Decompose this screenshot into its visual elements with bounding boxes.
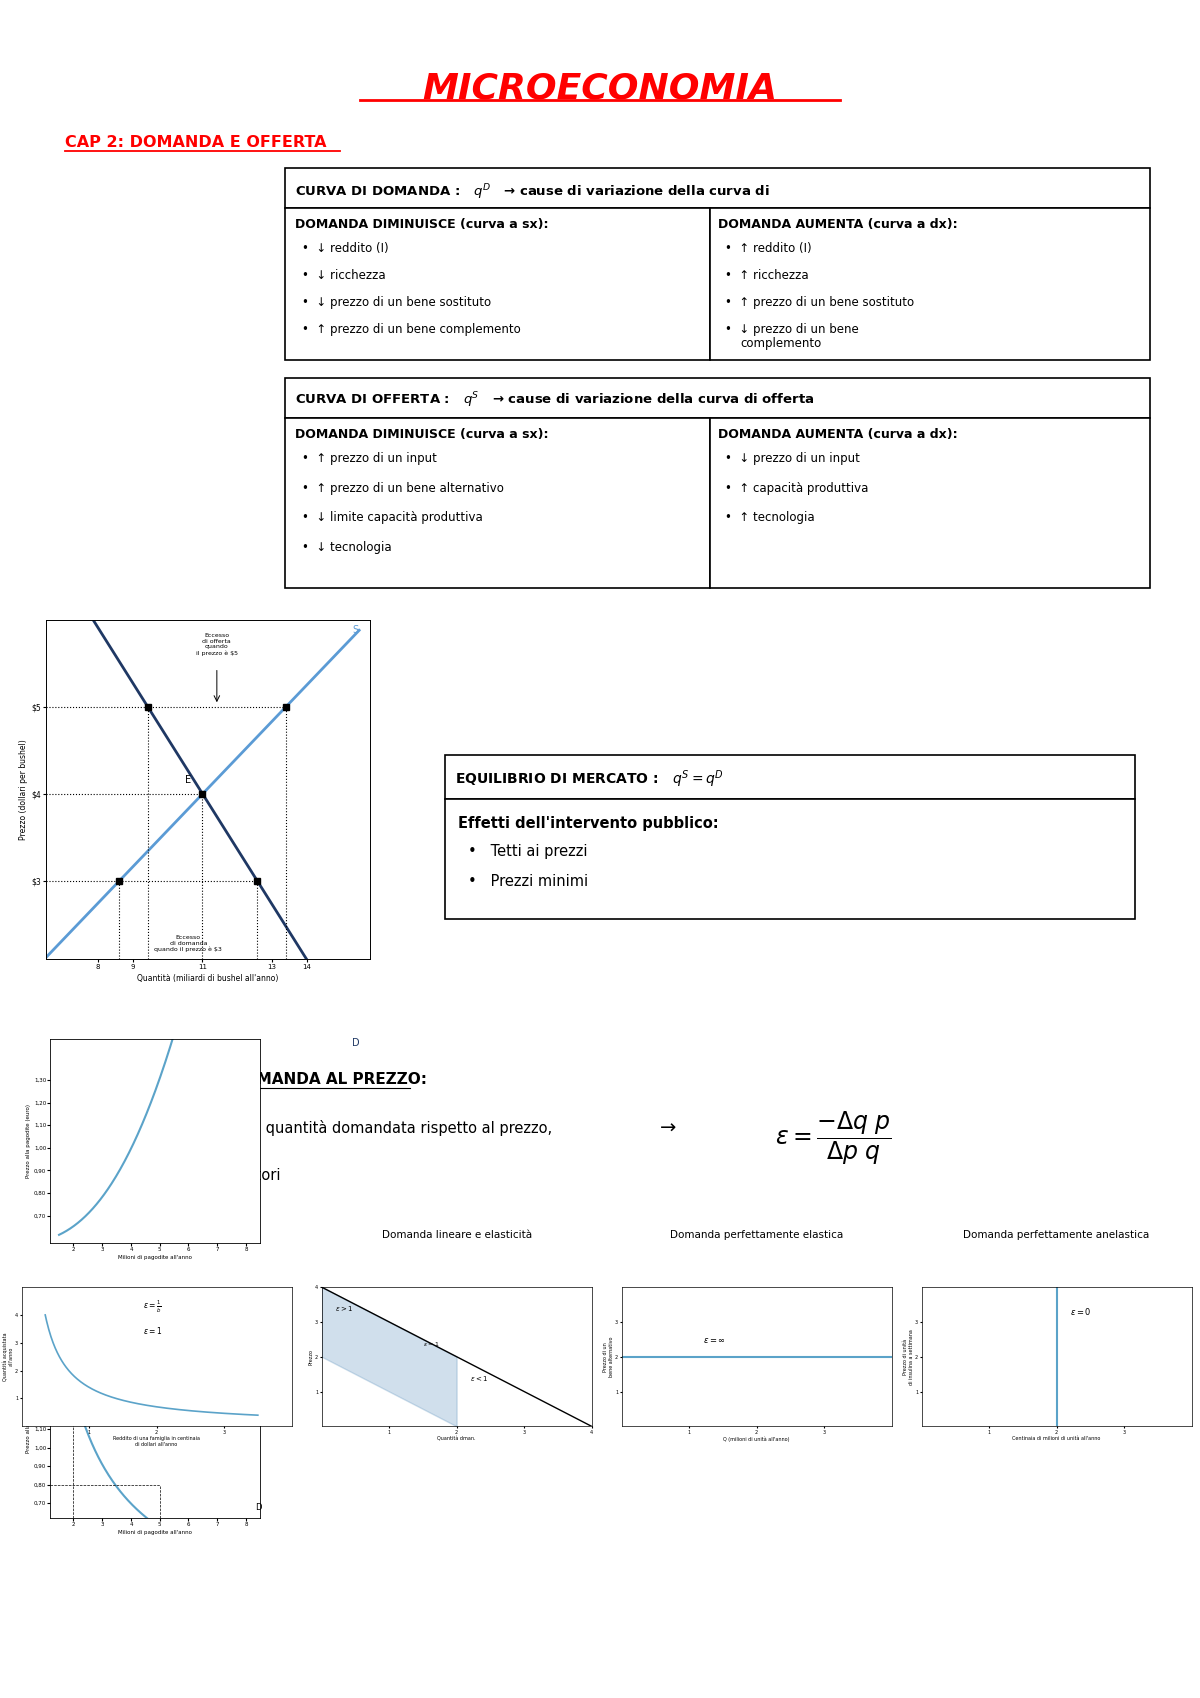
- Text: •   Tetti ai prezzi: • Tetti ai prezzi: [468, 844, 588, 859]
- Text: •  ↓ prezzo di un bene sostituto: • ↓ prezzo di un bene sostituto: [302, 295, 491, 309]
- Text: MICROECONOMIA: MICROECONOMIA: [422, 71, 778, 105]
- Text: Domanda lineare e elasticità: Domanda lineare e elasticità: [382, 1229, 532, 1240]
- Bar: [286, 379, 1150, 418]
- Text: ELASTICITA' DELLA DOMANDA AL PREZZO:: ELASTICITA' DELLA DOMANDA AL PREZZO:: [65, 1073, 427, 1087]
- Text: Eccesso
di offerta
quando
il prezzo è $5: Eccesso di offerta quando il prezzo è $5: [196, 633, 238, 655]
- Text: D: D: [254, 1503, 262, 1513]
- Y-axis label: Prezzo alla pagodite (euro): Prezzo alla pagodite (euro): [26, 1379, 31, 1453]
- Bar: [286, 418, 710, 588]
- Text: •  ↑ prezzo di un bene complemento: • ↑ prezzo di un bene complemento: [302, 323, 521, 336]
- Y-axis label: Prezzo (dollari per bushel): Prezzo (dollari per bushel): [18, 739, 28, 841]
- Text: $\varepsilon = 1$: $\varepsilon = 1$: [422, 1340, 439, 1348]
- Text: •  ↓ ricchezza: • ↓ ricchezza: [302, 268, 385, 282]
- Text: CAP 2: DOMANDA E OFFERTA: CAP 2: DOMANDA E OFFERTA: [65, 134, 326, 149]
- Text: Domanda perfettamente elastica: Domanda perfettamente elastica: [670, 1229, 844, 1240]
- Text: •  ↑ ricchezza: • ↑ ricchezza: [725, 268, 809, 282]
- Y-axis label: Prezzo alla pagodite (euro): Prezzo alla pagodite (euro): [26, 1104, 31, 1178]
- Text: DOMANDA DIMINUISCE (curva a sx):: DOMANDA DIMINUISCE (curva a sx):: [295, 428, 548, 440]
- X-axis label: Centinaia di milioni di unità all'anno: Centinaia di milioni di unità all'anno: [1013, 1437, 1100, 1442]
- Text: •  ↑ tecnologia: • ↑ tecnologia: [725, 511, 815, 525]
- Text: •  ↑ prezzo di un bene alternativo: • ↑ prezzo di un bene alternativo: [302, 482, 504, 494]
- Text: $\varepsilon = 1$: $\varepsilon = 1$: [143, 1326, 163, 1336]
- X-axis label: Quantità (miliardi di bushel all'anno): Quantità (miliardi di bushel all'anno): [137, 973, 278, 983]
- Text: →: →: [660, 1119, 677, 1138]
- Text: CURVA DI OFFERTA :   $q^S$   → cause di variazione della curva di offerta: CURVA DI OFFERTA : $q^S$ → cause di vari…: [295, 391, 815, 409]
- Text: S: S: [248, 703, 254, 713]
- X-axis label: Milioni di pagodite all'anno: Milioni di pagodite all'anno: [119, 1530, 192, 1535]
- Bar: [710, 418, 1150, 588]
- Text: •  ↑ reddito (I): • ↑ reddito (I): [725, 241, 811, 255]
- Text: •  ↓ tecnologia: • ↓ tecnologia: [302, 542, 391, 555]
- Bar: [286, 168, 1150, 207]
- Text: Eccesso
di domanda
quando il prezzo è $3: Eccesso di domanda quando il prezzo è $3: [155, 936, 222, 953]
- Text: Domanda perfettamente anelastica: Domanda perfettamente anelastica: [964, 1229, 1150, 1240]
- Y-axis label: Quantità acquistata
all'anno: Quantità acquistata all'anno: [2, 1333, 13, 1380]
- Text: $\varepsilon = \frac{1}{b}$: $\varepsilon = \frac{1}{b}$: [143, 1299, 162, 1316]
- X-axis label: Reddito di una famiglia in centinaia
di dollari all'anno: Reddito di una famiglia in centinaia di …: [113, 1437, 200, 1447]
- Bar: [445, 800, 1135, 919]
- Text: •  ↑ prezzo di un input: • ↑ prezzo di un input: [302, 452, 437, 465]
- Text: Domanda iso-elastica: Domanda iso-elastica: [100, 1229, 214, 1240]
- X-axis label: Q (milioni di unità all'anno): Q (milioni di unità all'anno): [724, 1437, 790, 1442]
- Text: Effetti dell'intervento pubblico:: Effetti dell'intervento pubblico:: [458, 815, 719, 830]
- Text: DOMANDA DIMINUISCE (curva a sx):: DOMANDA DIMINUISCE (curva a sx):: [295, 217, 548, 231]
- X-axis label: Quantità dman.: Quantità dman.: [437, 1437, 476, 1442]
- Text: •  ↑ capacità produttiva: • ↑ capacità produttiva: [725, 482, 869, 494]
- Text: •  ↓ prezzo di un bene: • ↓ prezzo di un bene: [725, 323, 859, 336]
- Text: complemento: complemento: [740, 336, 821, 350]
- Text: •  ↓ reddito (I): • ↓ reddito (I): [302, 241, 389, 255]
- Y-axis label: Prezzo di un
bene alternativo: Prezzo di un bene alternativo: [602, 1336, 613, 1377]
- Text: $\varepsilon < 1$: $\varepsilon < 1$: [470, 1374, 488, 1384]
- Text: DOMANDA AUMENTA (curva a dx):: DOMANDA AUMENTA (curva a dx):: [718, 428, 958, 440]
- Text: $\varepsilon = \dfrac{-\Delta q \; p}{\Delta p \; q}$: $\varepsilon = \dfrac{-\Delta q \; p}{\D…: [775, 1110, 892, 1168]
- Text: •  ↓ limite capacità produttiva: • ↓ limite capacità produttiva: [302, 511, 482, 525]
- Text: •  ↓ prezzo di un input: • ↓ prezzo di un input: [725, 452, 860, 465]
- Text: $\varepsilon > 1$: $\varepsilon > 1$: [335, 1304, 353, 1314]
- Text: a parità di tutti gli altri fattori: a parità di tutti gli altri fattori: [65, 1167, 281, 1184]
- Text: CURVA DI DOMANDA :   $q^D$   → cause di variazione della curva di: CURVA DI DOMANDA : $q^D$ → cause di vari…: [295, 182, 769, 202]
- Text: E: E: [185, 774, 191, 784]
- Text: •   Prezzi minimi: • Prezzi minimi: [468, 873, 588, 888]
- Text: S: S: [352, 625, 359, 635]
- Text: •  ↑ prezzo di un bene sostituto: • ↑ prezzo di un bene sostituto: [725, 295, 914, 309]
- Text: $\varepsilon = 0$: $\varepsilon = 0$: [1070, 1306, 1092, 1318]
- Text: D: D: [352, 1037, 360, 1048]
- Text: $\varepsilon = \infty$: $\varepsilon = \infty$: [703, 1336, 726, 1345]
- Bar: [286, 207, 710, 360]
- Bar: [445, 756, 1135, 800]
- X-axis label: Milioni di pagodite all'anno: Milioni di pagodite all'anno: [119, 1255, 192, 1260]
- Y-axis label: Prezzo di unità
di insulina a settimana: Prezzo di unità di insulina a settimana: [902, 1330, 913, 1384]
- Text: tasso di variazione % della quantità domandata rispetto al prezzo,: tasso di variazione % della quantità dom…: [65, 1121, 552, 1136]
- Y-axis label: Prezzo: Prezzo: [308, 1348, 313, 1365]
- Bar: [710, 207, 1150, 360]
- Text: EQUILIBRIO DI MERCATO :   $q^S=q^D$: EQUILIBRIO DI MERCATO : $q^S=q^D$: [455, 767, 724, 790]
- Text: DOMANDA AUMENTA (curva a dx):: DOMANDA AUMENTA (curva a dx):: [718, 217, 958, 231]
